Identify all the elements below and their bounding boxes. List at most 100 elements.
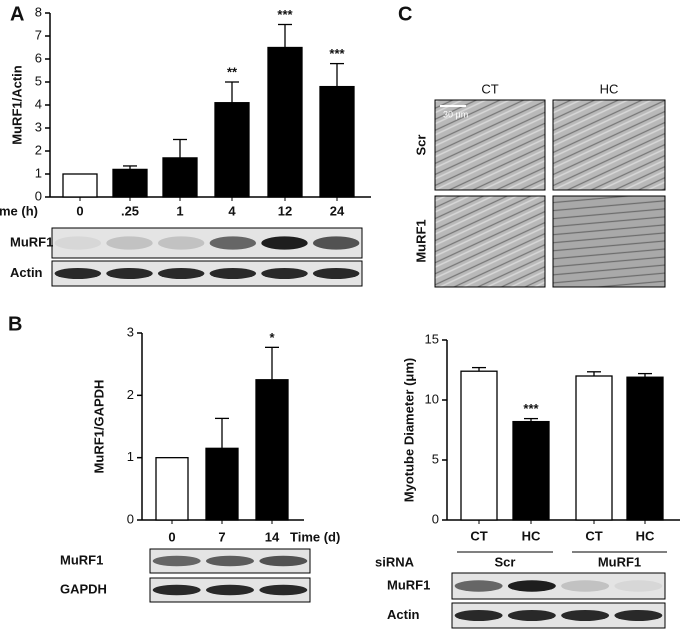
significance: * <box>269 330 275 345</box>
y-tick-label: 0 <box>127 511 134 526</box>
x-tick-label: CT <box>585 528 602 543</box>
significance: *** <box>523 401 539 416</box>
blot-band <box>54 236 102 250</box>
y-tick-label: 2 <box>35 142 42 157</box>
blot-band <box>106 236 153 250</box>
y-axis-label: MuRF1/GAPDH <box>91 380 106 474</box>
x-tick-label: CT <box>470 528 487 543</box>
y-axis-label: Myotube Diameter (μm) <box>401 358 416 502</box>
x-tick-label: HC <box>522 528 541 543</box>
y-tick-label: 5 <box>432 451 439 466</box>
x-tick-label: .25 <box>121 203 139 218</box>
blot <box>51 260 363 287</box>
y-tick-label: 15 <box>425 331 439 346</box>
y-axis-label: MuRF1/Actin <box>9 65 24 145</box>
y-tick-label: 0 <box>35 188 42 203</box>
blot-band <box>106 268 153 279</box>
bar <box>205 447 239 521</box>
y-tick-label: 0 <box>432 511 439 526</box>
x-tick-label: 4 <box>228 203 236 218</box>
y-tick-label: 4 <box>35 96 42 111</box>
significance: *** <box>277 7 293 22</box>
blot-band <box>454 610 503 621</box>
blot-band <box>259 555 308 567</box>
blot-band <box>152 584 201 596</box>
x-tick-label: 7 <box>218 529 225 544</box>
panel-label: A <box>10 3 24 25</box>
y-tick-label: 7 <box>35 27 42 42</box>
x-tick-label: 0 <box>76 203 83 218</box>
bar <box>112 168 148 198</box>
x-tick-label: 14 <box>265 529 280 544</box>
y-tick-label: 2 <box>127 387 134 402</box>
blot-band <box>507 610 556 621</box>
group-label: MuRF1 <box>598 554 641 569</box>
bar <box>575 375 613 521</box>
blot <box>51 227 363 259</box>
blot-band <box>614 580 663 592</box>
group-title: siRNA <box>375 554 415 569</box>
blot-band <box>157 236 205 250</box>
significance: ** <box>227 64 238 79</box>
row-label: MuRF1 <box>413 219 428 262</box>
bar <box>267 46 303 198</box>
blot-band <box>312 268 360 279</box>
blot-band <box>561 610 610 621</box>
x-tick-label: 0 <box>168 529 175 544</box>
blot-label: GAPDH <box>60 581 107 596</box>
panel-label: C <box>398 3 412 25</box>
row-label: Scr <box>413 135 428 156</box>
micrographs <box>434 99 666 288</box>
group-label: Scr <box>495 554 516 569</box>
y-tick-label: 3 <box>127 324 134 339</box>
y-tick-label: 1 <box>127 449 134 464</box>
blot-band <box>561 580 610 592</box>
bar <box>319 85 355 198</box>
x-tick-label: 1 <box>176 203 183 218</box>
panel-label: B <box>8 313 22 335</box>
bar <box>155 457 189 521</box>
bar <box>214 102 250 198</box>
blot-band <box>54 268 102 279</box>
x-tick-label: 24 <box>330 203 345 218</box>
blot-band <box>261 236 308 250</box>
blot-band <box>209 236 257 250</box>
scale-bar-label: 30 μm <box>443 109 468 119</box>
significance: *** <box>329 46 345 61</box>
x-axis-label: Time (d) <box>290 529 340 544</box>
blot-label: MuRF1 <box>387 577 430 592</box>
bar <box>62 173 98 198</box>
y-tick-label: 1 <box>35 165 42 180</box>
bar <box>512 420 550 521</box>
blot-band <box>152 555 201 567</box>
blot-label: Actin <box>387 607 420 622</box>
blot-band <box>507 580 556 592</box>
y-tick-label: 5 <box>35 73 42 88</box>
x-tick-label: HC <box>636 528 655 543</box>
blot-band <box>614 610 663 621</box>
bar <box>162 157 198 198</box>
blot-label: Actin <box>10 265 43 280</box>
blot-band <box>206 584 254 596</box>
bar <box>255 379 289 521</box>
y-tick-label: 8 <box>35 4 42 19</box>
column-label: CT <box>481 81 498 96</box>
bar <box>626 376 664 521</box>
blot-label: MuRF1 <box>10 234 53 249</box>
blot-band <box>157 268 205 279</box>
bar <box>460 370 498 521</box>
x-axis-label: Time (h) <box>0 203 38 218</box>
x-tick-label: 12 <box>278 203 292 218</box>
y-tick-label: 6 <box>35 50 42 65</box>
y-tick-label: 3 <box>35 119 42 134</box>
blot-band <box>261 268 308 279</box>
blot-label: MuRF1 <box>60 552 103 567</box>
blot-band <box>312 236 360 250</box>
blot-band <box>209 268 257 279</box>
blot-band <box>206 555 254 567</box>
blot-band <box>259 584 308 596</box>
y-tick-label: 10 <box>425 391 439 406</box>
column-label: HC <box>600 81 619 96</box>
blot-band <box>454 580 503 592</box>
